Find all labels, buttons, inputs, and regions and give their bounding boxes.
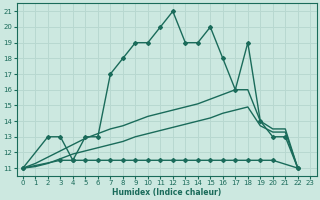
X-axis label: Humidex (Indice chaleur): Humidex (Indice chaleur) — [112, 188, 221, 197]
